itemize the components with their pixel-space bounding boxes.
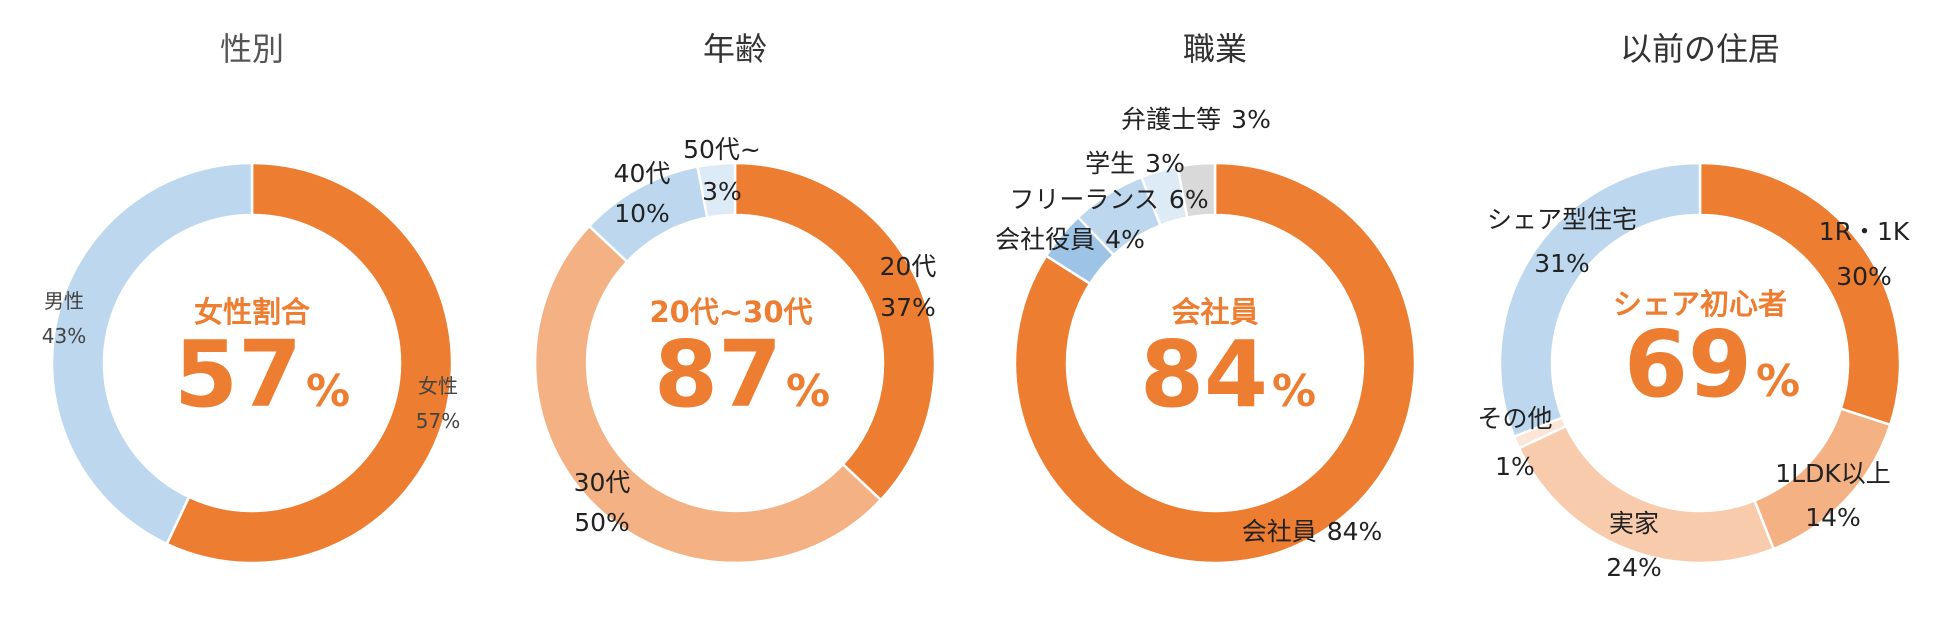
center-caption-occupation: 会社員 [1171,295,1258,329]
slice-label-occupation-executive: 会社役員 4% [995,225,1145,254]
slice-label-housing-1ldk-percent: 14% [1805,503,1861,532]
slice-label-percent: 4% [1105,225,1145,254]
slice-label-occupation-lawyer: 弁護士等 3% [1121,105,1271,134]
center-value-occupation: 84% [1140,321,1316,428]
center-value-age: 87% [654,321,830,428]
slice-label-gender-female-percent: 57% [416,409,460,433]
center-value-unit: % [1756,356,1800,407]
slice-label-age-30s-percent: 50% [574,508,630,537]
donut-age [533,161,937,565]
center-value-number: 84 [1140,321,1268,428]
chart-gender: 性別 男性 43% 女性 57% 女性割合 57% [42,30,460,565]
center-caption-gender: 女性割合 [194,295,310,329]
slice-housing-2 [1517,424,1775,565]
center-value-gender: 57% [174,321,350,428]
slice-gender-1 [50,161,254,546]
slice-label-name: 弁護士等 [1121,105,1221,134]
slice-age-1 [533,224,883,565]
slice-label-housing-1r-name: 1R・1K [1819,217,1910,246]
slice-label-name: フリーランス [1009,185,1159,214]
slice-label-age-30s-name: 30代 [574,468,631,497]
slice-label-age-20s-percent: 37% [880,293,936,322]
center-value-number: 69 [1624,311,1752,418]
chart-previous-housing: 以前の住居 1R・1K 30% 1LDK以上 14% 実家 24% その他 1%… [1477,30,1909,582]
slice-age-3 [696,161,737,219]
slice-label-gender-male-name: 男性 [44,289,84,313]
slice-label-age-50s-name: 50代~ [683,135,761,164]
slice-occupation-0 [1013,161,1417,565]
slice-label-age-20s-name: 20代 [880,252,937,281]
slice-label-occupation-employee: 会社員 84% [1242,517,1383,546]
slice-housing-4 [1498,161,1702,438]
slice-label-percent: 3% [1145,149,1185,178]
slice-label-housing-1ldk-name: 1LDK以上 [1775,459,1890,488]
chart-title-occupation: 職業 [1183,30,1247,68]
slice-label-percent: 84% [1327,517,1383,546]
slice-label-occupation-student: 学生 3% [1085,149,1185,178]
slice-label-housing-share-name: シェア型住宅 [1487,205,1637,234]
chart-title-age: 年齢 [703,30,767,68]
chart-title-housing: 以前の住居 [1620,30,1780,68]
donut-gender [50,161,454,565]
chart-title-gender: 性別 [220,30,284,68]
slice-label-name: 会社役員 [995,225,1095,254]
donut-occupation [1013,161,1417,565]
slice-label-gender-male-percent: 43% [42,324,86,348]
slice-label-gender-female-name: 女性 [418,374,458,398]
slice-label-age-40s-percent: 10% [614,199,670,228]
slice-label-name: 会社員 [1242,517,1317,546]
slice-label-housing-parents-name: 実家 [1609,509,1659,538]
slice-gender-0 [165,161,454,565]
slice-label-housing-other-name: その他 [1477,404,1552,433]
center-value-unit: % [786,366,830,417]
chart-occupation: 職業 弁護士等 3% 学生 3% フリーランス 6% 会社役員 4% 会社員 84% 会社… [995,30,1417,565]
slice-label-percent: 6% [1169,185,1209,214]
slice-label-housing-1r-percent: 30% [1836,262,1892,291]
slice-label-age-50s-percent: 3% [702,177,742,206]
center-value-unit: % [306,366,350,417]
slice-label-housing-share-percent: 31% [1534,249,1590,278]
center-value-number: 87 [654,321,782,428]
slice-label-name: 学生 [1085,149,1135,178]
chart-age: 年齢 20代 37% 30代 50% 40代 10% 50代~ 3% 20代~3… [533,30,937,565]
center-value-housing: 69% [1624,311,1800,418]
center-caption-age: 20代~30代 [649,295,812,329]
center-caption-housing: シェア初心者 [1613,287,1787,321]
center-value-unit: % [1272,366,1316,417]
slice-label-housing-other-percent: 1% [1495,452,1535,481]
slice-age-0 [733,161,937,502]
slice-label-age-40s-name: 40代 [614,159,671,188]
slice-occupation-4 [1176,161,1217,219]
donut-housing [1498,161,1902,565]
slice-label-housing-parents-percent: 24% [1606,553,1662,582]
center-value-number: 57 [174,321,302,428]
slice-label-percent: 3% [1231,105,1271,134]
slice-label-occupation-freelance: フリーランス 6% [1009,185,1208,214]
